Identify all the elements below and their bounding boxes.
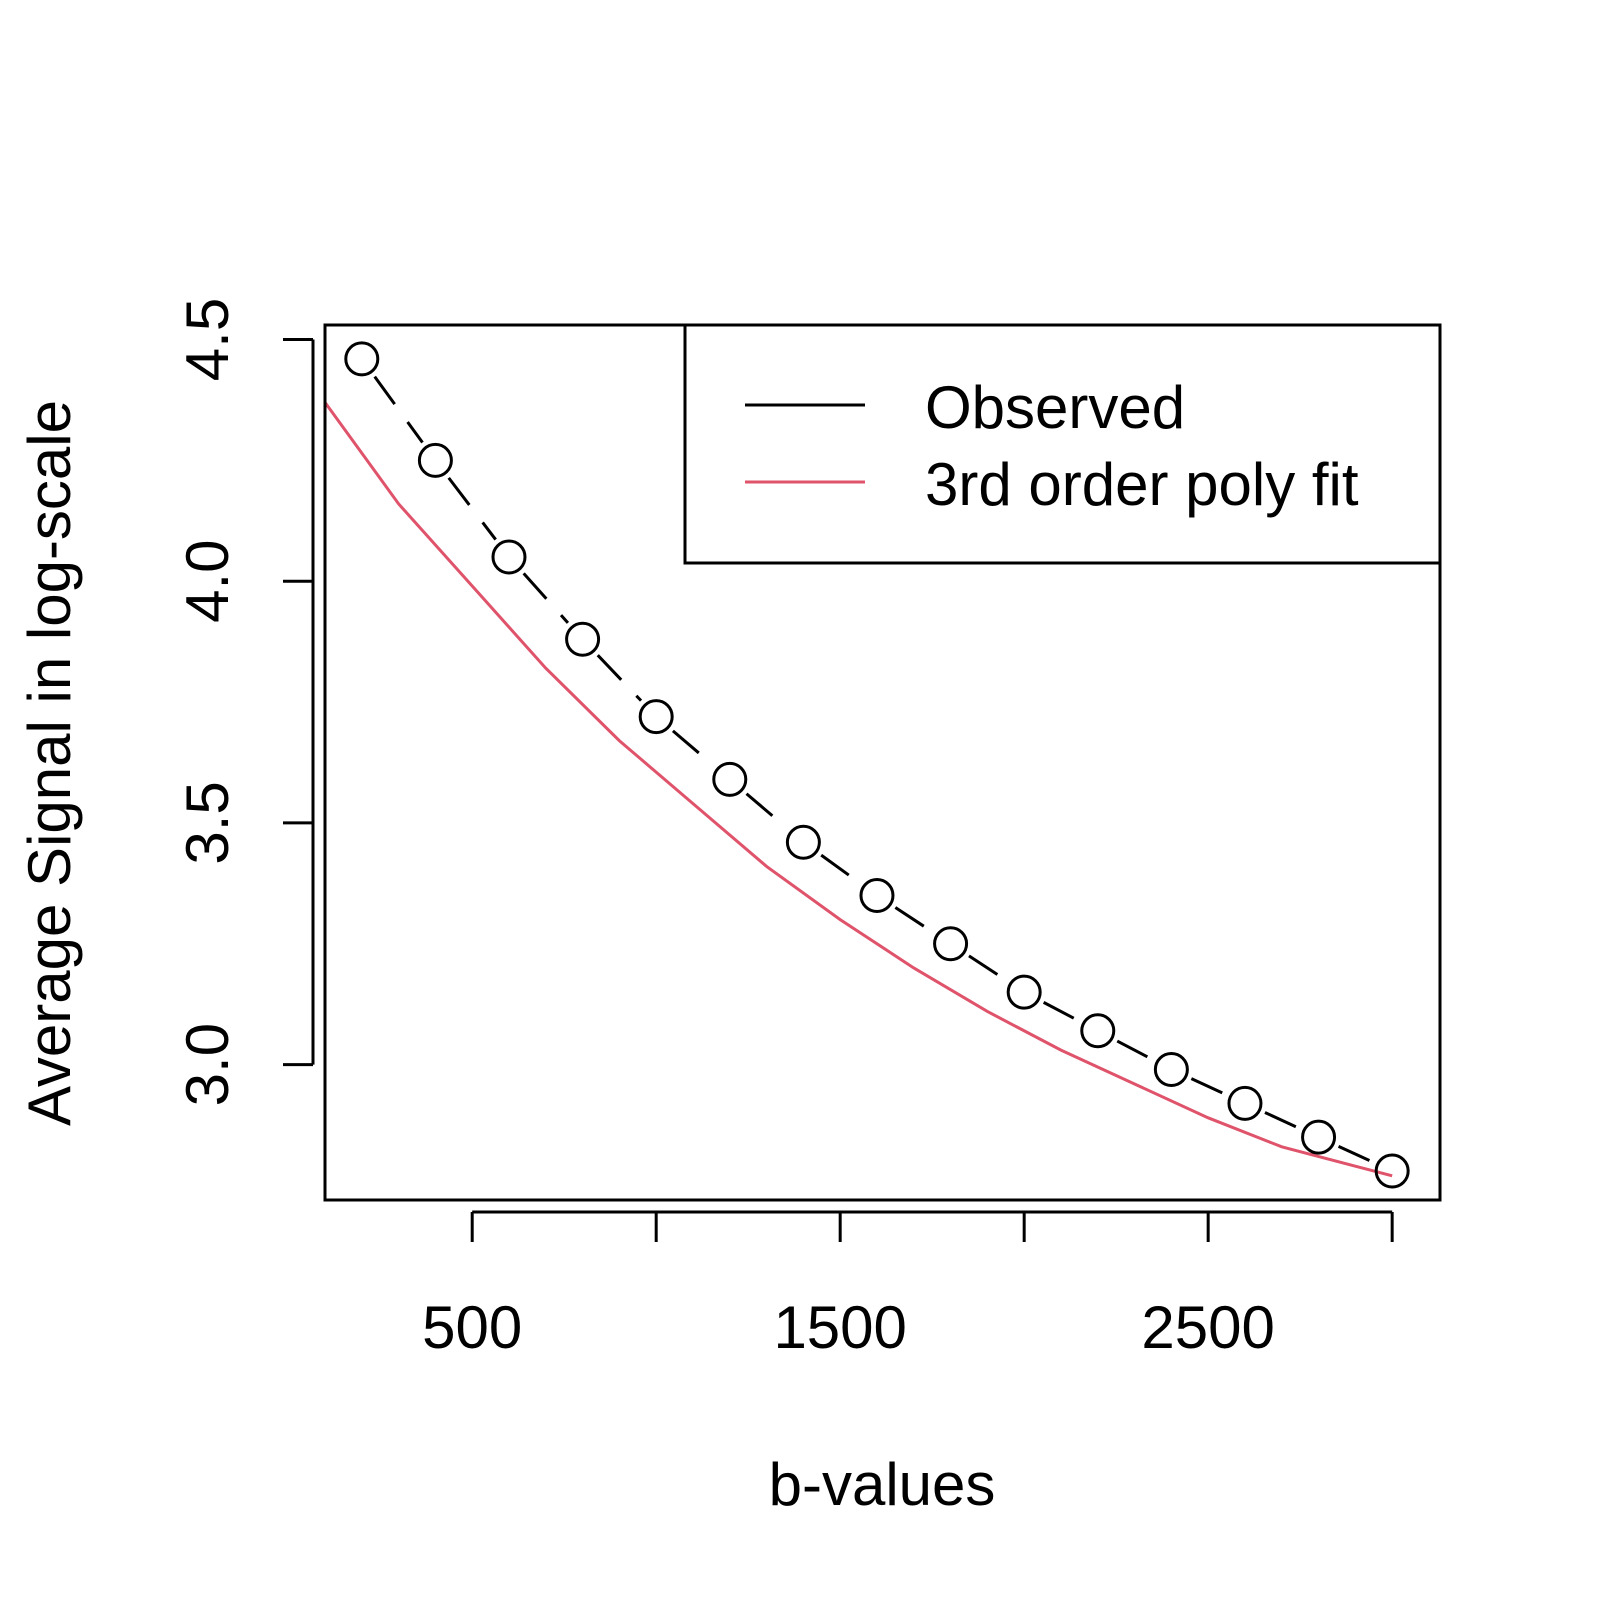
legend-label-observed: Observed xyxy=(925,374,1185,441)
series-observed-segment xyxy=(820,853,861,884)
observed-point xyxy=(1374,1153,1410,1189)
y-tick-label: 4.0 xyxy=(174,540,241,623)
series-observed-segment xyxy=(671,729,715,767)
observed-point xyxy=(638,699,674,735)
observed-point xyxy=(785,824,821,860)
observed-point xyxy=(1301,1119,1337,1155)
series-observed-segment xyxy=(447,476,497,541)
axes: 500 1500 2500 3.0 3.5 4.0 4.5 xyxy=(174,298,1394,1361)
legend-box xyxy=(683,323,1442,565)
series-observed-segment xyxy=(894,906,934,933)
observed-point xyxy=(417,442,453,478)
observed-point xyxy=(1080,1013,1116,1049)
y-tick-label: 3.0 xyxy=(174,1023,241,1106)
series-observed-segment xyxy=(968,954,1007,982)
series-observed-segment xyxy=(1116,1039,1153,1061)
observed-point xyxy=(491,539,527,575)
x-tick-label: 1500 xyxy=(773,1294,906,1361)
series-observed-segment xyxy=(596,654,643,702)
legend-label-poly-fit: 3rd order poly fit xyxy=(925,451,1359,518)
observed-point xyxy=(859,877,895,913)
plot-area xyxy=(323,341,1410,1189)
observed-point xyxy=(1153,1051,1189,1087)
observed-point xyxy=(1227,1085,1263,1121)
series-observed-segment xyxy=(522,572,570,624)
series-poly-fit-line xyxy=(323,401,1393,1178)
x-tick-label: 500 xyxy=(422,1294,522,1361)
series-observed-segment xyxy=(373,375,424,444)
y-tick-label: 4.5 xyxy=(174,298,241,381)
observed-point xyxy=(565,621,601,657)
y-axis-title: Average Signal in log-scale xyxy=(16,400,83,1126)
series-observed-segment xyxy=(1337,1144,1373,1164)
observed-point xyxy=(712,761,748,797)
series-observed-segment xyxy=(745,792,788,830)
series-observed-segment xyxy=(1190,1077,1226,1096)
y-tick-label: 3.5 xyxy=(174,781,241,864)
observed-point xyxy=(1006,974,1042,1010)
observed-point xyxy=(344,341,380,377)
series-observed-segment xyxy=(1264,1111,1300,1130)
x-tick-label: 2500 xyxy=(1141,1294,1274,1361)
observed-point xyxy=(933,926,969,962)
legend: Observed 3rd order poly fit xyxy=(683,323,1442,565)
x-axis-title: b-values xyxy=(769,1451,996,1518)
series-observed-segment xyxy=(1042,1001,1079,1022)
